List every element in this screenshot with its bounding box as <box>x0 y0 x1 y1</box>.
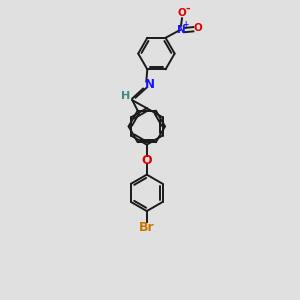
Text: O: O <box>194 22 203 32</box>
Text: O: O <box>178 8 186 17</box>
Text: -: - <box>186 4 190 14</box>
Text: O: O <box>142 154 152 167</box>
Text: +: + <box>183 20 189 29</box>
Text: N: N <box>177 25 185 35</box>
Text: N: N <box>145 78 155 91</box>
Text: H: H <box>121 91 130 101</box>
Text: Br: Br <box>139 221 154 234</box>
